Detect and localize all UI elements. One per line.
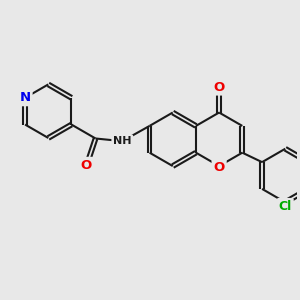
Text: N: N — [20, 91, 31, 104]
Text: O: O — [214, 81, 225, 94]
Text: O: O — [81, 159, 92, 172]
Text: O: O — [214, 161, 225, 174]
Text: NH: NH — [113, 136, 132, 146]
Text: Cl: Cl — [279, 200, 292, 213]
